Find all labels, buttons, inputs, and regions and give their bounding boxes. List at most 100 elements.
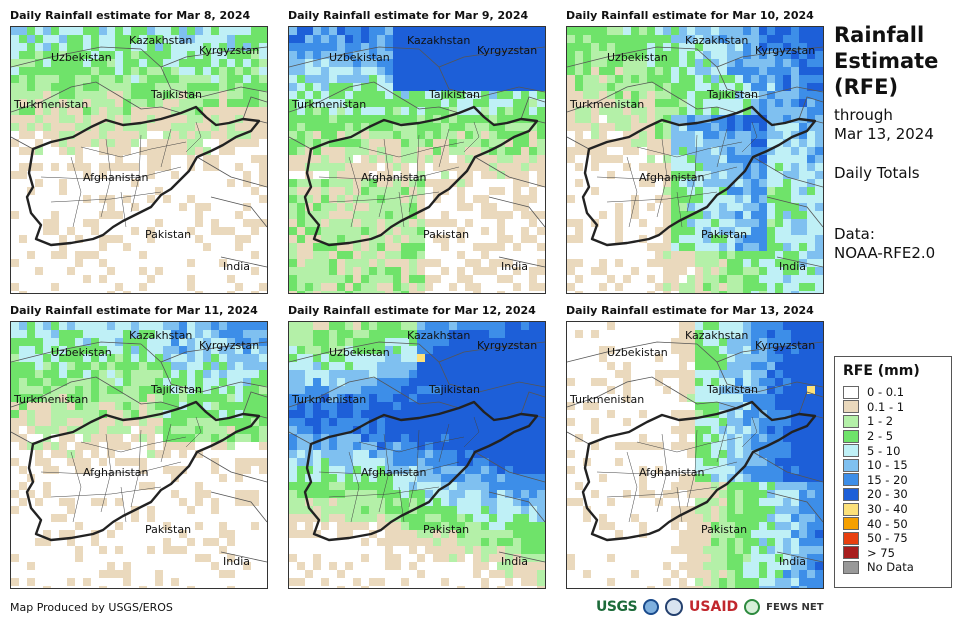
country-label-turkmenistan: Turkmenistan: [291, 98, 366, 111]
rainfall-cell: [465, 83, 473, 91]
rainfall-cell: [663, 171, 671, 179]
rainfall-cell: [51, 67, 59, 75]
rainfall-cell: [767, 243, 775, 251]
rainfall-cell: [401, 171, 409, 179]
rainfall-cell: [107, 51, 115, 59]
rainfall-cell: [51, 466, 59, 474]
rainfall-cell: [529, 354, 537, 362]
rainfall-cell: [195, 322, 203, 330]
rainfall-cell: [377, 139, 385, 147]
rainfall-cell: [751, 354, 759, 362]
rainfall-cell: [289, 346, 297, 354]
rainfall-cell: [83, 123, 91, 131]
rainfall-cell: [27, 338, 35, 346]
rainfall-cell: [139, 586, 147, 588]
rainfall-cell: [147, 51, 155, 59]
rainfall-cell: [735, 203, 743, 211]
legend-label: 0 - 0.1: [867, 385, 905, 400]
rainfall-cell: [337, 211, 345, 219]
rainfall-cell: [735, 482, 743, 490]
rainfall-cell: [727, 338, 735, 346]
rainfall-cell: [639, 131, 647, 139]
rainfall-cell: [401, 91, 409, 99]
rainfall-cell: [187, 195, 195, 203]
rainfall-cell: [791, 203, 799, 211]
rainfall-cell: [393, 442, 401, 450]
rainfall-cell: [195, 386, 203, 394]
rainfall-cell: [655, 75, 663, 83]
rainfall-cell: [679, 67, 687, 75]
rainfall-cell: [607, 554, 615, 562]
rainfall-cell: [583, 147, 591, 155]
rainfall-cell: [567, 498, 575, 506]
rainfall-cell: [297, 131, 305, 139]
rainfall-cell: [99, 410, 107, 418]
rainfall-cell: [211, 35, 219, 43]
rainfall-cell: [783, 370, 791, 378]
rainfall-cell: [27, 43, 35, 51]
rainfall-cell: [457, 59, 465, 67]
rainfall-cell: [369, 410, 377, 418]
rainfall-cell: [679, 43, 687, 51]
rainfall-cell: [385, 474, 393, 482]
rainfall-cell: [425, 330, 433, 338]
rainfall-cell: [623, 99, 631, 107]
rainfall-cell: [107, 338, 115, 346]
rainfall-cell: [27, 83, 35, 91]
rainfall-cell: [735, 546, 743, 554]
rainfall-cell: [409, 546, 417, 554]
rainfall-cell: [759, 27, 767, 35]
rainfall-cell: [139, 482, 147, 490]
rainfall-cell: [631, 570, 639, 578]
rainfall-cell: [51, 418, 59, 426]
rainfall-cell: [465, 322, 473, 330]
rainfall-cell: [235, 59, 243, 67]
rainfall-cell: [639, 410, 647, 418]
rainfall-cell: [799, 91, 807, 99]
rainfall-cell: [591, 51, 599, 59]
rainfall-cell: [211, 498, 219, 506]
rainfall-cell: [497, 330, 505, 338]
rainfall-cell: [19, 67, 27, 75]
country-border: [140, 46, 267, 68]
rainfall-cell: [179, 466, 187, 474]
rainfall-cell: [735, 522, 743, 530]
rainfall-cell: [219, 259, 227, 267]
rainfall-cell: [473, 410, 481, 418]
rainfall-cell: [425, 466, 433, 474]
rainfall-cell: [767, 514, 775, 522]
rainfall-cell: [219, 123, 227, 131]
rainfall-cell: [687, 91, 695, 99]
rainfall-cell: [321, 227, 329, 235]
rainfall-cell: [599, 267, 607, 275]
rainfall-cell: [497, 322, 505, 330]
rainfall-cell: [361, 195, 369, 203]
country-border: [488, 491, 545, 523]
rainfall-cell: [457, 554, 465, 562]
rainfall-cell: [187, 506, 195, 514]
rainfall-cell: [481, 211, 489, 219]
rainfall-cell: [497, 27, 505, 35]
rainfall-cell: [179, 498, 187, 506]
rainfall-cell: [297, 490, 305, 498]
rainfall-cell: [425, 434, 433, 442]
rainfall-cell: [489, 474, 497, 482]
rainfall-cell: [599, 75, 607, 83]
rainfall-cell: [163, 394, 171, 402]
rainfall-cell: [791, 338, 799, 346]
rainfall-cell: [489, 163, 497, 171]
rainfall-cell: [807, 354, 815, 362]
rainfall-cell: [591, 267, 599, 275]
rainfall-cell: [695, 211, 703, 219]
rainfall-cell: [59, 123, 67, 131]
rainfall-cell: [377, 235, 385, 243]
rainfall-cell: [59, 147, 67, 155]
rainfall-cell: [807, 43, 815, 51]
rainfall-cell: [743, 179, 751, 187]
rainfall-cell: [11, 67, 19, 75]
rainfall-cell: [353, 179, 361, 187]
rainfall-cell: [727, 35, 735, 43]
rainfall-cell: [679, 171, 687, 179]
rainfall-cell: [377, 354, 385, 362]
rainfall-cell: [457, 115, 465, 123]
